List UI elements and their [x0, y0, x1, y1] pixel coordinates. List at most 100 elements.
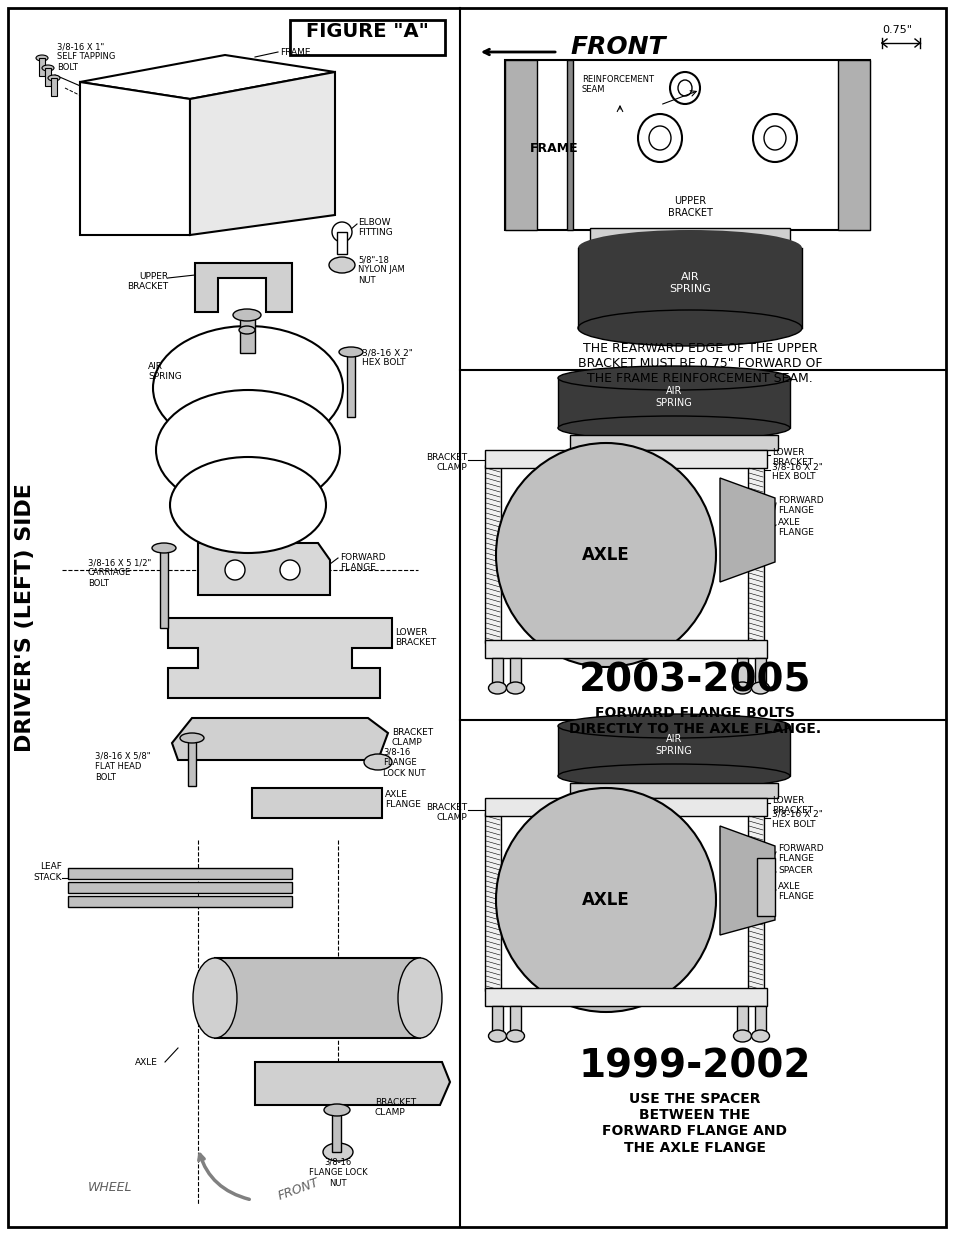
Text: 0.75": 0.75" [882, 25, 911, 35]
Bar [747, 466, 763, 643]
Text: ELBOW
FITTING: ELBOW FITTING [357, 219, 393, 237]
Ellipse shape [170, 457, 326, 553]
Polygon shape [68, 897, 292, 906]
Ellipse shape [589, 240, 789, 256]
Bar [504, 61, 869, 230]
Text: FRONT: FRONT [275, 1176, 320, 1203]
Text: 5/8"-18
NYLON JAM
NUT: 5/8"-18 NYLON JAM NUT [357, 254, 404, 285]
Ellipse shape [239, 326, 254, 333]
Bar [757, 858, 774, 916]
Ellipse shape [558, 764, 789, 788]
Text: BRACKET
CLAMP: BRACKET CLAMP [375, 1098, 416, 1118]
Bar [188, 739, 195, 785]
Ellipse shape [364, 755, 392, 769]
Ellipse shape [180, 734, 204, 743]
Ellipse shape [488, 1030, 506, 1042]
Text: FORWARD
FLANGE: FORWARD FLANGE [339, 553, 385, 572]
Polygon shape [190, 72, 335, 235]
Bar [589, 228, 789, 246]
Ellipse shape [558, 714, 789, 739]
Text: DRIVER'S (LEFT) SIDE: DRIVER'S (LEFT) SIDE [15, 484, 35, 752]
Text: 3/8-16 X 2"
HEX BOLT: 3/8-16 X 2" HEX BOLT [771, 810, 822, 830]
Text: 3/8-16 X 2"
HEX BOLT: 3/8-16 X 2" HEX BOLT [361, 348, 413, 367]
Text: AXLE: AXLE [581, 890, 629, 909]
Ellipse shape [558, 416, 789, 440]
Bar [578, 248, 801, 329]
Text: 3/8-16 X 5/8"
FLAT HEAD
BOLT: 3/8-16 X 5/8" FLAT HEAD BOLT [95, 752, 151, 782]
Text: AXLE: AXLE [581, 546, 629, 564]
Ellipse shape [578, 230, 801, 266]
Text: REINFORCEMENT
SEAM: REINFORCEMENT SEAM [581, 75, 654, 94]
Ellipse shape [338, 347, 363, 357]
Bar [484, 450, 766, 468]
Bar [332, 1110, 340, 1152]
Text: 3/8-16
FLANGE LOCK
NUT: 3/8-16 FLANGE LOCK NUT [309, 1158, 367, 1188]
Text: 1999-2002: 1999-2002 [578, 1049, 810, 1086]
Ellipse shape [733, 1030, 751, 1042]
Ellipse shape [152, 326, 343, 450]
Text: LEAF
STACK: LEAF STACK [33, 862, 62, 882]
Text: AIR
SPRING: AIR SPRING [668, 272, 710, 294]
Ellipse shape [506, 682, 524, 694]
Ellipse shape [496, 443, 716, 667]
Text: AIR
SPRING: AIR SPRING [148, 362, 182, 382]
Text: THE REARWARD EDGE OF THE UPPER
BRACKET MUST BE 0.75" FORWARD OF
THE FRAME REINFO: THE REARWARD EDGE OF THE UPPER BRACKET M… [578, 342, 821, 385]
Bar [484, 988, 766, 1007]
Ellipse shape [751, 682, 769, 694]
Polygon shape [252, 788, 381, 818]
Bar [504, 61, 537, 230]
Bar [737, 658, 747, 688]
Text: FIGURE "A": FIGURE "A" [305, 22, 428, 41]
Polygon shape [254, 1062, 450, 1105]
Ellipse shape [152, 543, 175, 553]
Polygon shape [80, 82, 190, 235]
Ellipse shape [42, 65, 54, 70]
Bar [754, 658, 765, 688]
Bar [510, 1007, 520, 1036]
Text: BRACKET
CLAMP: BRACKET CLAMP [425, 453, 467, 473]
Ellipse shape [324, 1104, 350, 1116]
Ellipse shape [578, 310, 801, 346]
Polygon shape [168, 618, 392, 698]
Ellipse shape [323, 1144, 353, 1161]
Ellipse shape [763, 126, 785, 149]
Text: 3/8-16 X 5 1/2"
CARRIAGE
BOLT: 3/8-16 X 5 1/2" CARRIAGE BOLT [88, 558, 152, 588]
Text: FRONT: FRONT [569, 35, 665, 59]
Ellipse shape [329, 257, 355, 273]
Bar [214, 958, 419, 1037]
Ellipse shape [36, 56, 48, 61]
Text: UPPER
BRACKET: UPPER BRACKET [667, 196, 712, 217]
Text: WHEEL: WHEEL [88, 1182, 132, 1194]
Text: FORWARD FLANGE BOLTS
DIRECTLY TO THE AXLE FLANGE.: FORWARD FLANGE BOLTS DIRECTLY TO THE AXL… [568, 706, 821, 736]
Polygon shape [198, 543, 330, 595]
Bar [347, 352, 355, 417]
Ellipse shape [648, 126, 670, 149]
Ellipse shape [751, 1030, 769, 1042]
Bar [569, 435, 778, 450]
Bar [336, 232, 347, 254]
Text: AXLE
FLANGE: AXLE FLANGE [385, 790, 420, 809]
Text: BRACKET
CLAMP: BRACKET CLAMP [392, 727, 433, 747]
Polygon shape [68, 882, 292, 893]
Text: FRAME: FRAME [280, 48, 310, 57]
Ellipse shape [733, 682, 751, 694]
Text: UPPER
BRACKET: UPPER BRACKET [127, 272, 168, 291]
Text: AIR
SPRING: AIR SPRING [655, 387, 692, 408]
Bar [754, 1007, 765, 1036]
Bar [558, 726, 789, 776]
Bar [290, 20, 444, 56]
Text: AXLE
FLANGE: AXLE FLANGE [778, 882, 813, 902]
Text: FORWARD
FLANGE: FORWARD FLANGE [778, 496, 822, 515]
Text: AXLE
FLANGE: AXLE FLANGE [778, 517, 813, 537]
Text: 3/8-16 X 2"
HEX BOLT: 3/8-16 X 2" HEX BOLT [771, 462, 822, 482]
Ellipse shape [332, 222, 352, 242]
Polygon shape [172, 718, 388, 760]
Ellipse shape [496, 788, 716, 1011]
Ellipse shape [280, 559, 299, 580]
Ellipse shape [558, 366, 789, 390]
Text: LOWER
BRACKET: LOWER BRACKET [771, 448, 812, 467]
Ellipse shape [488, 682, 506, 694]
Text: AIR
SPRING: AIR SPRING [655, 734, 692, 756]
Bar [240, 315, 254, 353]
Polygon shape [194, 263, 292, 312]
